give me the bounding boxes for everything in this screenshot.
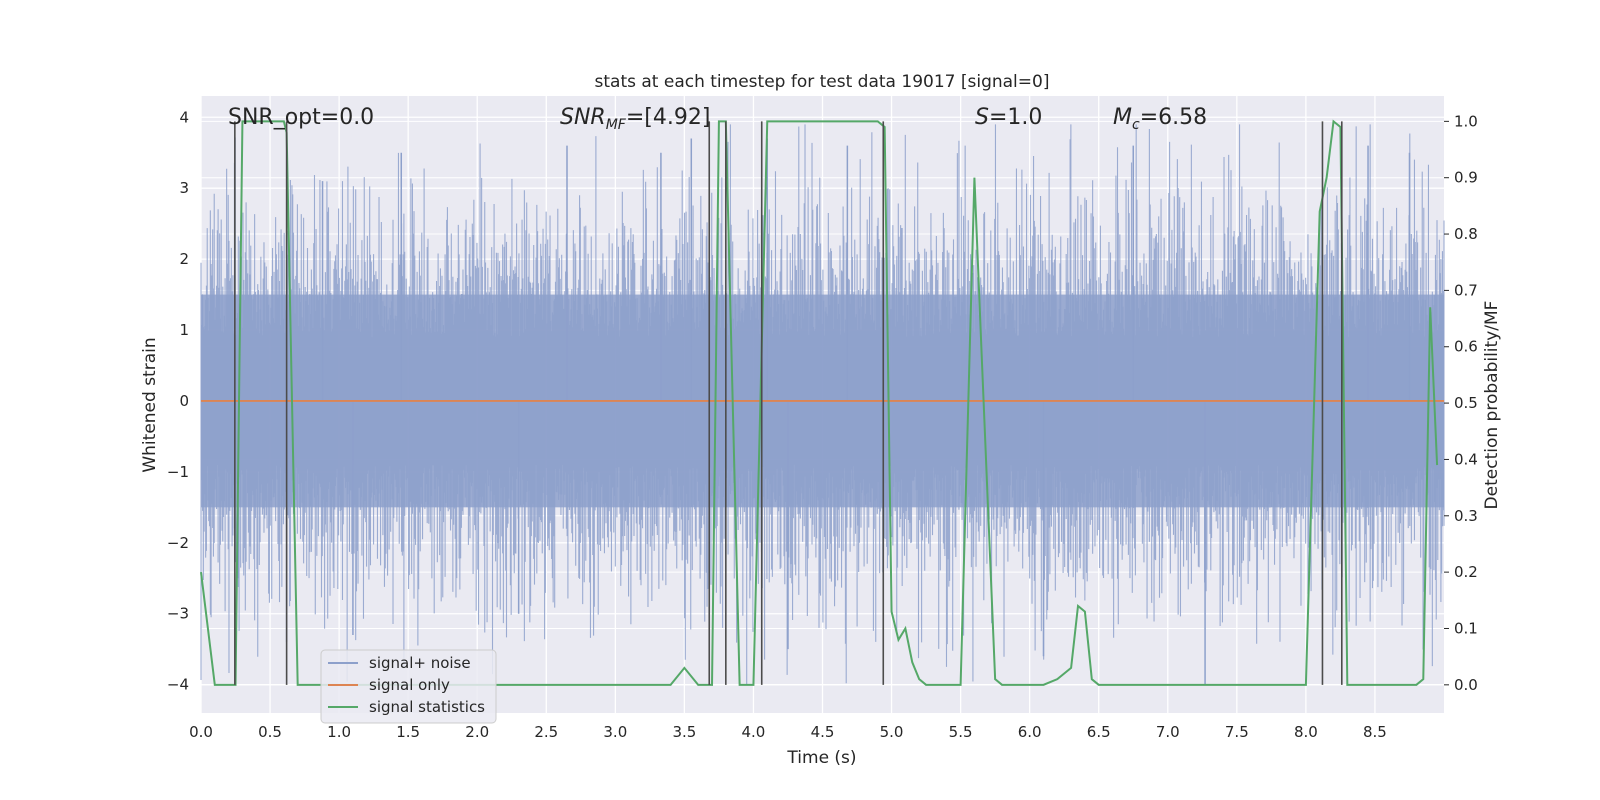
- x-tick-label: 7.5: [1225, 723, 1249, 741]
- x-tick-label: 6.0: [1018, 723, 1042, 741]
- y-tick-label: 0: [179, 392, 189, 410]
- y2-tick-label: 0.8: [1454, 225, 1478, 243]
- x-tick-label: 0.0: [189, 723, 213, 741]
- annotations: SNR_opt=0.0 SNRMF=[4.92] S=1.0 Mc=6.58: [228, 105, 1207, 133]
- legend-label-signal-only: signal only: [369, 676, 450, 694]
- legend-box: [320, 649, 497, 724]
- annotation-snr-mf-main: SNR: [560, 105, 606, 130]
- x-tick-label: 4.0: [742, 723, 766, 741]
- x-tick-label: 8.5: [1363, 723, 1387, 741]
- x-tick-label: 5.5: [949, 723, 973, 741]
- x-tick-label: 4.5: [811, 723, 835, 741]
- y2-tick-label: 0.3: [1454, 507, 1478, 525]
- annotation-snr-mf-sub: MF: [606, 117, 627, 133]
- annotation-mc-sub: c: [1132, 117, 1140, 133]
- x-tick-label: 0.5: [258, 723, 282, 741]
- vertical-markers: [234, 121, 1343, 685]
- annotation-s-stat: S=1.0: [975, 105, 1042, 130]
- y-tick-label: −4: [167, 676, 189, 694]
- y2-tick-label: 0.6: [1454, 338, 1478, 356]
- x-tick-label: 8.0: [1294, 723, 1318, 741]
- annotation-mc-main: M: [1113, 105, 1132, 130]
- x-tick-label: 7.0: [1156, 723, 1180, 741]
- y2-tick-label: 0.1: [1454, 619, 1478, 637]
- annotation-s-main: S: [975, 105, 989, 130]
- y2-tick-label: 0.0: [1454, 676, 1478, 694]
- signal-statistics-line: [200, 119, 1439, 686]
- x-tick-label: 1.0: [327, 723, 351, 741]
- annotation-snr-opt: SNR_opt=0.0: [228, 105, 374, 130]
- x-tick-label: 1.5: [396, 723, 420, 741]
- y2-tick-label: 0.4: [1454, 450, 1478, 468]
- y2-tick-label: 0.2: [1454, 563, 1478, 581]
- y2-tick-label: 0.5: [1454, 394, 1478, 412]
- x-tick-label: 3.0: [603, 723, 627, 741]
- y-tick-label: −1: [167, 463, 189, 481]
- annotation-snr-mf: SNRMF=[4.92]: [560, 105, 710, 133]
- y2-axis-label: Detection probability/MF: [1482, 301, 1502, 510]
- y-axis-ticks: −4 −3 −2 −1 0 1 2 3 4: [167, 108, 189, 693]
- y2-tick-label: 1.0: [1454, 112, 1478, 130]
- y-tick-label: 3: [179, 179, 189, 197]
- chart-title: stats at each timestep for test data 190…: [595, 72, 1050, 92]
- y-tick-label: −2: [167, 534, 189, 552]
- x-tick-label: 2.0: [465, 723, 489, 741]
- annotation-snr-mf-rest: =[4.92]: [626, 105, 711, 130]
- annotation-chirp-mass: Mc=6.58: [1113, 105, 1207, 133]
- y2-axis-ticks: 0.0 0.1 0.2 0.3 0.4 0.5 0.6 0.7 0.8 0.9 1.0: [1444, 112, 1478, 694]
- y-tick-label: 2: [179, 250, 189, 268]
- y2-tick-label: 0.9: [1454, 169, 1478, 187]
- y-tick-label: −3: [167, 605, 189, 623]
- y-tick-label: 4: [179, 108, 189, 126]
- legend-label-signal-noise: signal+ noise: [369, 654, 471, 672]
- x-tick-label: 3.5: [672, 723, 696, 741]
- x-tick-label: 2.5: [534, 723, 558, 741]
- y-axis-label: Whitened strain: [140, 337, 160, 472]
- annotation-s-rest: =1.0: [989, 105, 1042, 130]
- y2-tick-label: 0.7: [1454, 281, 1478, 299]
- y-tick-label: 1: [179, 321, 189, 339]
- x-tick-label: 5.0: [880, 723, 904, 741]
- x-axis-label: Time (s): [786, 748, 856, 768]
- series-signal-statistics: [200, 119, 1439, 686]
- x-axis-ticks: 0.0 0.5 1.0 1.5 2.0 2.5 3.0 3.5 4.0 4.5 5.0 5.5 6.0 6…: [189, 723, 1387, 741]
- annotation-mc-rest: =6.58: [1140, 105, 1207, 130]
- x-tick-label: 6.5: [1087, 723, 1111, 741]
- legend: signal+ noise signal only signal statist…: [320, 649, 497, 724]
- legend-label-signal-statistics: signal statistics: [369, 698, 485, 716]
